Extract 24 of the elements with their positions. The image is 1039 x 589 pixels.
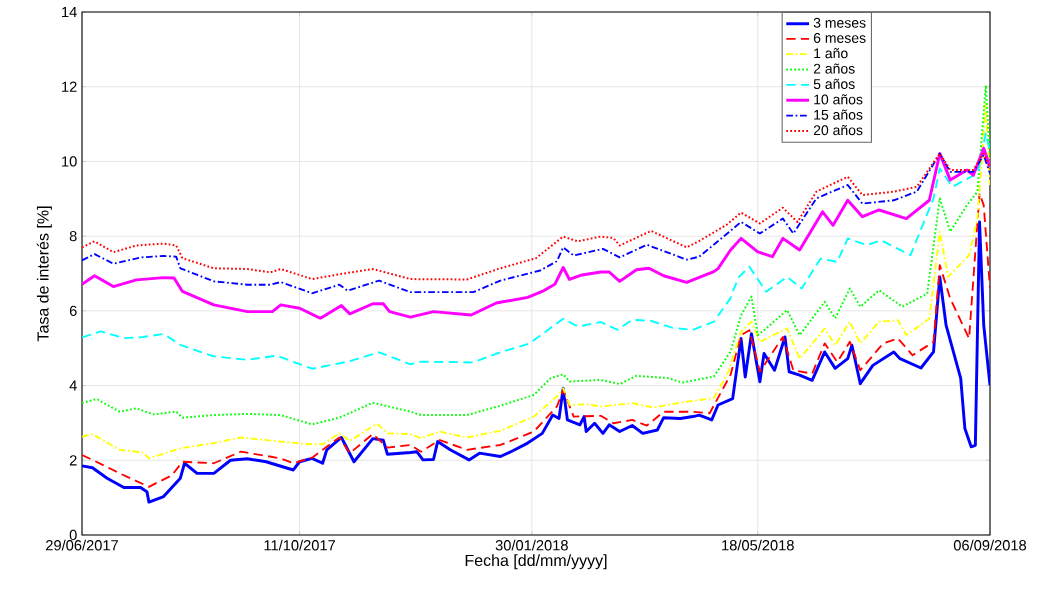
y-tick-label: 0 <box>69 529 77 541</box>
x-tick-label: 30/01/2018 <box>495 539 568 551</box>
y-tick-label: 6 <box>69 305 77 317</box>
y-axis-title: Tasa de interés [%] <box>36 206 52 342</box>
legend-label: 2 años <box>813 63 855 74</box>
x-tick-label: 29/06/2017 <box>46 539 118 551</box>
legend-label: 5 años <box>813 78 855 90</box>
legend-label: 10 años <box>814 94 863 105</box>
x-tick-label: 11/10/2017 <box>264 539 336 551</box>
legend-label: 3 meses <box>813 17 866 28</box>
legend-label: 1 año <box>814 48 848 59</box>
legend-label: 15 años <box>814 109 863 120</box>
x-axis-title: Fecha [dd/mm/yyyy] <box>465 554 607 570</box>
y-tick-label: 14 <box>62 6 77 18</box>
legend-label: 6 meses <box>813 32 866 43</box>
x-tick-label: 06/09/2018 <box>953 539 1027 551</box>
y-tick-label: 8 <box>69 230 77 242</box>
legend-label: 20 años <box>813 124 863 136</box>
y-tick-label: 4 <box>69 380 77 391</box>
y-tick-label: 12 <box>62 81 77 92</box>
y-tick-label: 2 <box>69 455 77 466</box>
y-tick-label: 10 <box>62 156 77 167</box>
x-tick-label: 18/05/2018 <box>722 539 794 551</box>
line-series <box>82 146 990 320</box>
